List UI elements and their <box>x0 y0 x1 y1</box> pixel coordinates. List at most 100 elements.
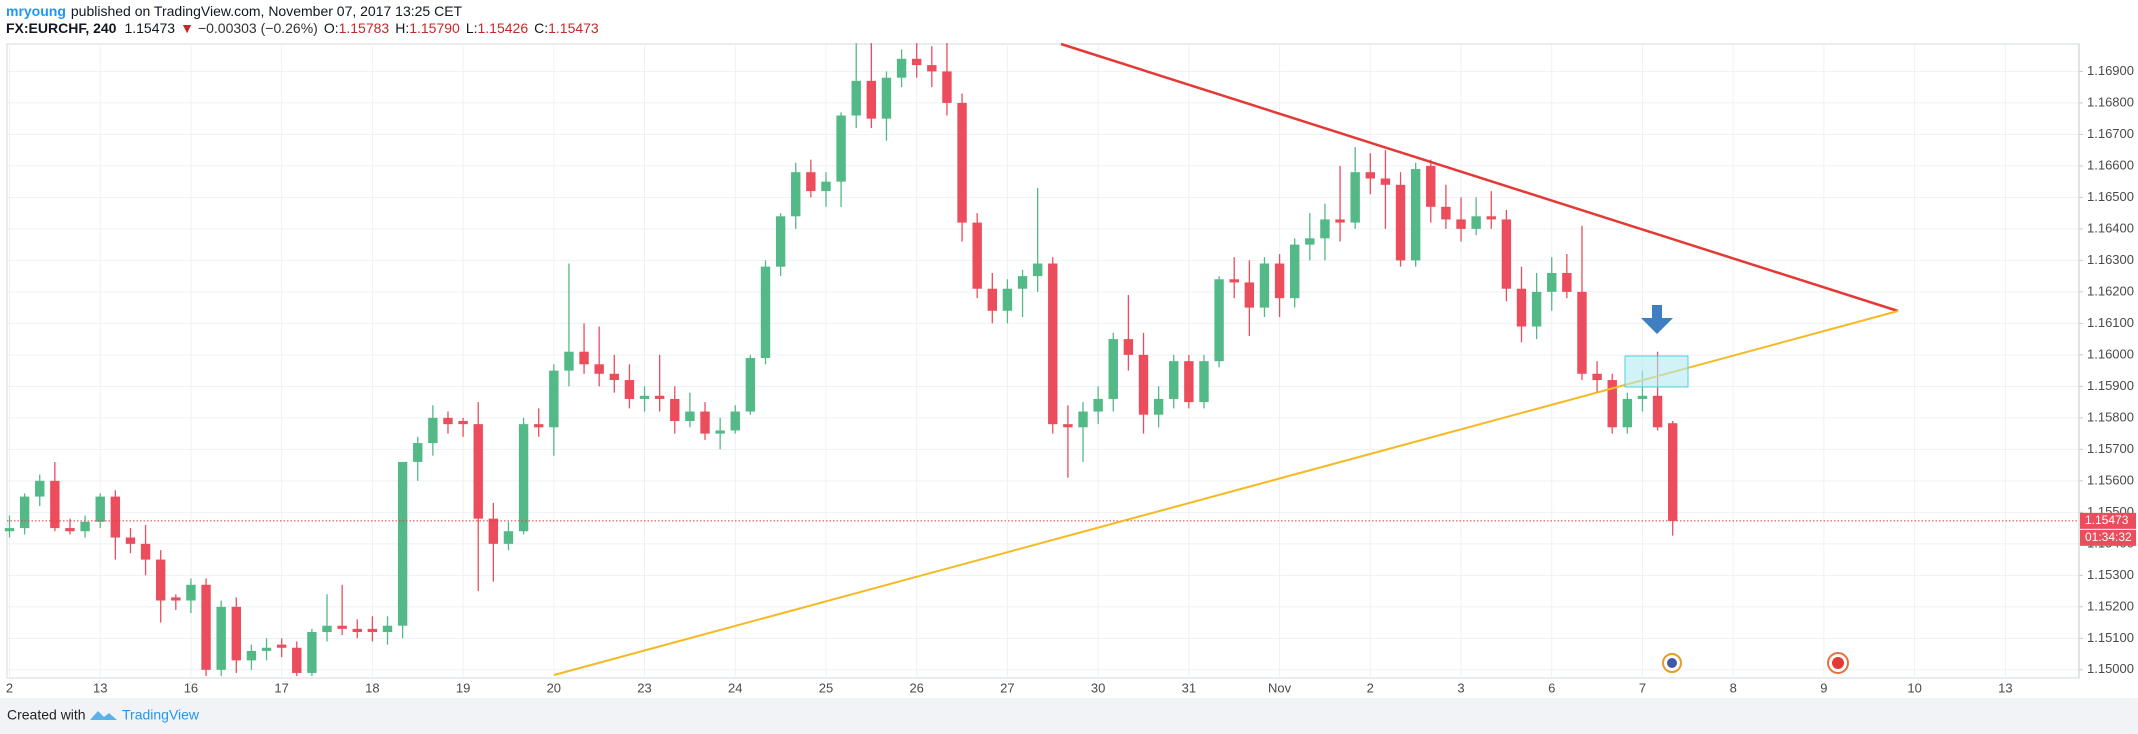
candle-body <box>1622 398 1633 428</box>
down-arrow <box>1641 305 1673 334</box>
candle-body <box>443 417 453 425</box>
x-tick-label: 7 <box>1639 680 1646 695</box>
candle-body <box>1169 361 1179 399</box>
candle-body <box>836 115 846 182</box>
candle-body <box>685 411 695 421</box>
y-tick-label: 1.15700 <box>2087 441 2134 456</box>
candle-body <box>65 528 75 532</box>
last: 1.15473 <box>124 20 175 36</box>
x-tick-label: 19 <box>456 680 470 695</box>
footer-brand[interactable]: TradingView <box>122 707 200 723</box>
candle-body <box>1274 263 1285 299</box>
candle-body <box>1108 339 1118 399</box>
x-tick-label: 10 <box>1907 680 1921 695</box>
candle-body <box>1516 288 1527 327</box>
candle-body <box>1244 282 1255 308</box>
candle-body <box>110 496 121 538</box>
event-icon-core <box>1832 657 1844 669</box>
candle-body <box>730 411 740 431</box>
y-tick-label: 1.16000 <box>2087 346 2134 361</box>
y-tick-label: 1.15200 <box>2087 598 2134 613</box>
candle-body <box>1365 172 1375 179</box>
candle-body <box>171 597 181 601</box>
y-tick-label: 1.16400 <box>2087 220 2134 235</box>
candle-body <box>1456 219 1466 229</box>
candle-body <box>1471 216 1481 229</box>
candle-body <box>35 480 45 497</box>
candle-body <box>821 181 831 192</box>
y-tick-label: 1.16600 <box>2087 157 2134 172</box>
x-tick-label: 26 <box>909 680 923 695</box>
brand-logo <box>90 711 117 720</box>
candle-body <box>1063 424 1073 428</box>
ohlc-key: O: <box>324 20 339 36</box>
last-price-box <box>2080 512 2136 529</box>
candle-body <box>337 625 347 629</box>
candle-body <box>1531 291 1542 327</box>
x-tick-label: 24 <box>728 680 742 695</box>
price-axis <box>2079 44 2138 678</box>
x-tick-label: 13 <box>1998 680 2012 695</box>
candle-body <box>1562 272 1572 292</box>
candle-body <box>594 364 604 374</box>
y-tick-label: 1.15300 <box>2087 567 2134 582</box>
x-tick-label: 23 <box>637 680 651 695</box>
candle-body <box>670 398 680 421</box>
candle-body <box>1426 165 1436 207</box>
x-tick-label: 2 <box>1367 680 1374 695</box>
candle-body <box>413 443 423 462</box>
x-tick-label: 2 <box>6 680 13 695</box>
candle-body <box>276 644 287 648</box>
candle-body <box>579 351 589 365</box>
candle-body <box>1320 219 1330 239</box>
ohlc-key: L: <box>466 20 478 36</box>
y-tick-label: 1.16900 <box>2087 63 2134 78</box>
candle-body <box>1259 263 1270 308</box>
candle-body <box>639 395 650 399</box>
candle-body <box>261 647 272 651</box>
candle-body <box>806 172 816 192</box>
y-tick-label: 1.15000 <box>2087 661 2134 676</box>
candle-body <box>1637 395 1648 399</box>
candle-body <box>1002 288 1013 311</box>
candle-body <box>292 647 302 673</box>
candle-body <box>912 58 922 66</box>
candle-body <box>458 420 468 425</box>
footer <box>0 698 2138 734</box>
candle-body <box>1410 169 1421 261</box>
candle-body <box>1592 373 1602 381</box>
candle-body <box>50 480 60 529</box>
candle-body <box>1441 206 1451 220</box>
candle-body <box>1123 339 1134 355</box>
candle-body <box>1078 411 1088 428</box>
candle-body <box>201 584 211 670</box>
candle-body <box>927 65 937 72</box>
candle-body <box>1032 263 1043 277</box>
candle-body <box>503 531 514 544</box>
event-icon-core <box>1667 658 1677 668</box>
candle-body <box>246 650 257 661</box>
candle-body <box>745 358 756 412</box>
candle-body <box>19 496 30 529</box>
candle-body <box>352 628 362 633</box>
x-tick-label: 16 <box>184 680 198 695</box>
candle-body <box>564 351 574 371</box>
candle-body <box>1153 398 1164 415</box>
candle-body <box>518 424 529 532</box>
highlight-box <box>1624 355 1689 388</box>
x-tick-label: Nov <box>1268 680 1292 695</box>
candle-body <box>1668 423 1678 521</box>
candle-body <box>791 172 801 217</box>
candle-body <box>896 58 907 78</box>
candle-body <box>1305 238 1315 245</box>
symbol: FX:EURCHF, 240 <box>6 20 117 36</box>
candle-body <box>715 430 725 434</box>
x-tick-label: 13 <box>93 680 107 695</box>
countdown-label: 01:34:32 <box>2085 530 2132 544</box>
x-tick-label: 27 <box>1000 680 1014 695</box>
candle-body <box>775 216 786 267</box>
candle-body <box>140 543 151 560</box>
candle-body <box>488 518 499 544</box>
candle-body <box>851 80 861 116</box>
